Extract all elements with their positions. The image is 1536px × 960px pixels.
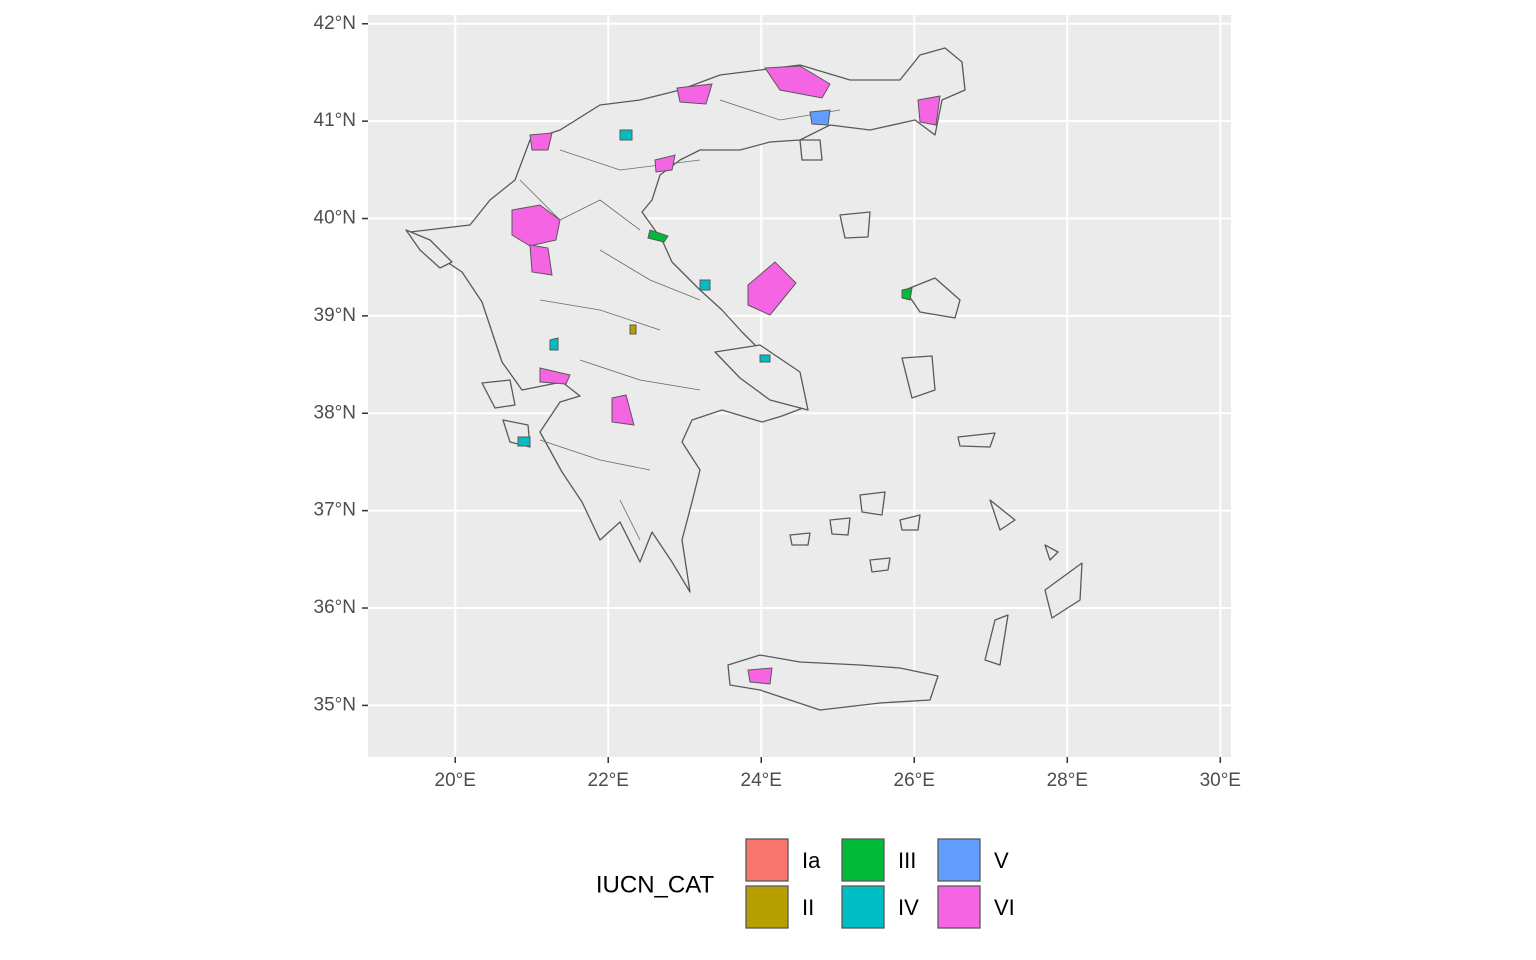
legend-key <box>745 885 789 929</box>
y-tick-label: 42°N <box>314 13 356 34</box>
kerkyra <box>405 229 453 269</box>
legend-label: II <box>802 895 814 920</box>
x-tick-label: 26°E <box>894 770 935 791</box>
protected-area <box>629 324 637 335</box>
protected-area <box>901 287 913 301</box>
protected-area <box>809 109 831 126</box>
lesvos <box>904 277 961 319</box>
y-tick-label: 38°N <box>314 402 356 423</box>
chios <box>901 355 936 399</box>
y-tick-label: 35°N <box>314 694 356 715</box>
x-tick-label: 30°E <box>1200 770 1241 791</box>
protected-area <box>917 95 941 126</box>
region-borders <box>519 99 841 541</box>
thasos <box>799 139 823 161</box>
legend-label: IV <box>898 895 919 920</box>
protected-area <box>647 229 669 243</box>
evia <box>714 344 809 411</box>
cyclades <box>789 491 1059 666</box>
protected-area <box>654 154 676 173</box>
protected-areas <box>511 65 941 685</box>
kefalonia <box>481 379 516 409</box>
protected-area <box>699 279 711 291</box>
x-tick-label: 22°E <box>588 770 629 791</box>
protected-area <box>517 436 531 447</box>
crete <box>727 654 939 711</box>
lemnos <box>839 211 871 239</box>
protected-area <box>549 337 559 351</box>
axes: 20°E 22°E 24°E 26°E 28°E 30°E 35°N 36°N 37°N 38°N… <box>314 13 1241 791</box>
legend-label: VI <box>994 895 1015 920</box>
y-tick-label: 40°N <box>314 208 356 229</box>
rhodes <box>1044 562 1083 619</box>
y-tick-label: 37°N <box>314 500 356 521</box>
protected-area <box>619 129 633 141</box>
y-tick-label: 41°N <box>314 110 356 131</box>
legend-label: III <box>898 848 916 873</box>
protected-area <box>529 244 553 276</box>
protected-area <box>539 367 571 385</box>
legend-key <box>841 838 885 882</box>
legend-key <box>841 885 885 929</box>
protected-area <box>759 354 771 363</box>
protected-area <box>511 204 561 247</box>
samos <box>957 432 996 448</box>
greece-regions <box>405 47 1083 711</box>
y-tick-label: 39°N <box>314 305 356 326</box>
y-tick-label: 36°N <box>314 597 356 618</box>
legend-label: V <box>994 848 1009 873</box>
x-tick-label: 24°E <box>741 770 782 791</box>
mainland <box>409 47 966 593</box>
legend-key <box>937 838 981 882</box>
protected-area <box>747 261 797 316</box>
protected-area <box>611 394 635 426</box>
legend-title: IUCN_CAT <box>596 871 715 898</box>
legend-key <box>937 885 981 929</box>
protected-area <box>764 65 831 99</box>
protected-area <box>529 132 553 151</box>
protected-area <box>676 83 713 105</box>
protected-area <box>747 667 773 685</box>
x-tick-label: 28°E <box>1047 770 1088 791</box>
legend-label: Ia <box>802 848 821 873</box>
x-tick-label: 20°E <box>435 770 476 791</box>
legend-key <box>745 838 789 882</box>
